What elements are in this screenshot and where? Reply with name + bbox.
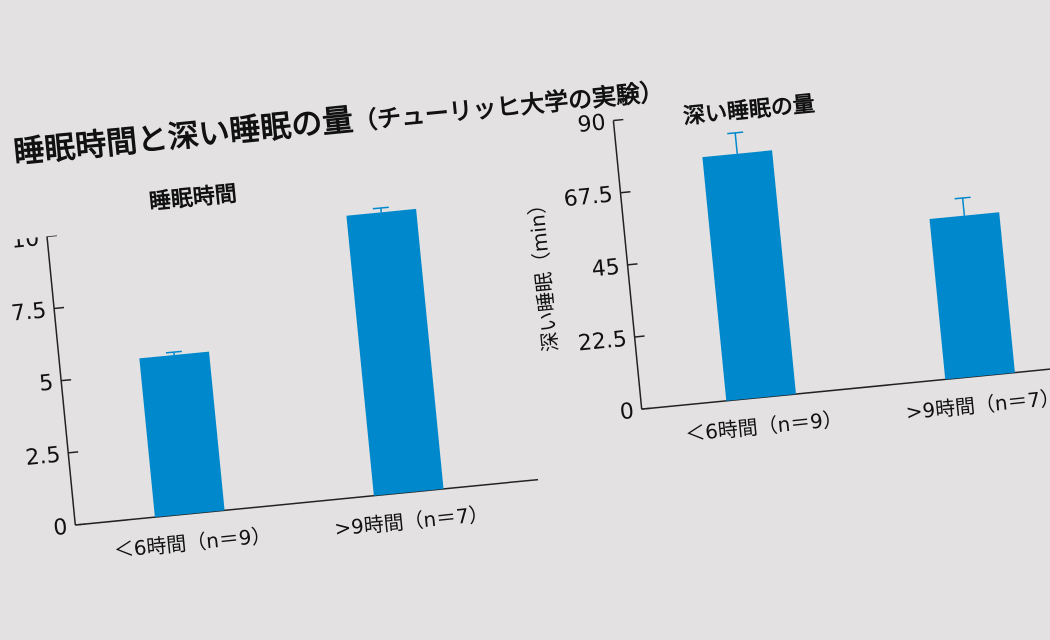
y-tick-label: 0: [619, 399, 635, 425]
y-tick: [47, 235, 57, 236]
bar: [139, 352, 224, 518]
x-category-label: >9時間（n＝7）: [905, 385, 1050, 424]
error-bar-cap: [727, 132, 743, 134]
x-category-label: ＜6時間（n＝9）: [684, 407, 844, 446]
y-tick: [54, 308, 64, 309]
y-tick: [642, 408, 652, 409]
chart-title-sleep-time: 睡眠時間: [147, 176, 238, 216]
error-bar: [735, 133, 737, 154]
y-tick: [68, 452, 78, 453]
main-title-text: 睡眠時間と深い睡眠の量: [12, 102, 355, 171]
y-tick-label: 22.5: [577, 327, 628, 357]
y-tick-label: 10: [10, 226, 40, 254]
error-bar-cap: [373, 207, 389, 209]
error-bar-cap: [955, 197, 971, 199]
sleep-time-chart: 0 2.5 5 7.5 10 ＜6時間（n＝9） >9時間（n＝7）: [0, 191, 545, 600]
x-category-label: >9時間（n＝7）: [333, 502, 489, 541]
y-tick-label: 5: [38, 371, 54, 397]
y-tick-label: 2.5: [24, 443, 61, 471]
y-tick: [635, 336, 645, 337]
y-tick-label: 67.5: [563, 183, 614, 213]
y-tick: [620, 192, 630, 193]
error-bar: [963, 198, 965, 216]
y-tick: [75, 524, 85, 525]
y-tick: [628, 264, 638, 265]
bar: [702, 150, 796, 401]
deep-sleep-chart: 0 22.5 45 67.5 90 ＜6時間（n＝9） >9時間（n＝7） 深い睡眠（min）: [503, 70, 1050, 480]
error-bar-cap: [166, 351, 182, 353]
x-category-label: ＜6時間（n＝9）: [113, 523, 273, 562]
bar: [930, 212, 1015, 379]
y-tick: [613, 120, 623, 121]
y-tick-label: 45: [591, 255, 621, 283]
y-tick: [61, 380, 71, 381]
y-tick-label: 0: [52, 515, 68, 541]
y-tick-label: 7.5: [10, 298, 47, 326]
y-tick-label: 90: [576, 110, 606, 138]
bar: [346, 209, 443, 496]
y-axis-label: 深い睡眠（min）: [523, 193, 562, 352]
